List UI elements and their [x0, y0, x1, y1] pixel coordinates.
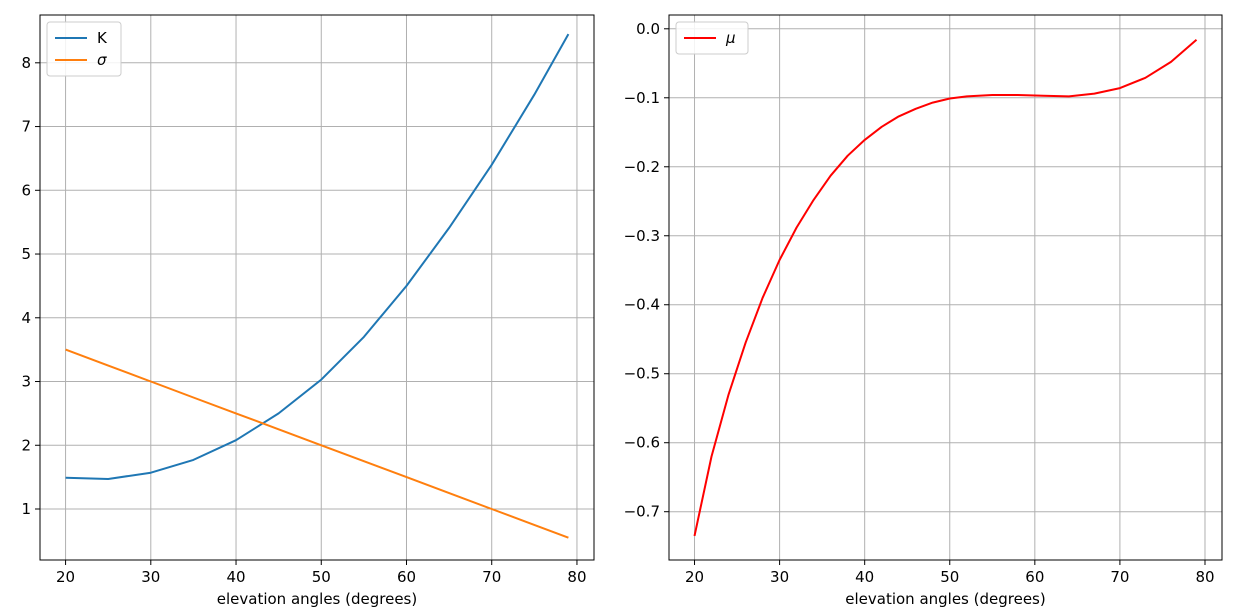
chart-panel-left: 20 30 40 50 60 70 80 1 2 3 4 5 6 7 8 elevation angles (…: [21, 14, 595, 608]
series-line-0: [693, 39, 1198, 537]
x-tick-label: 70: [482, 568, 501, 586]
series-line-1: [65, 348, 569, 539]
y-tick-label: 7: [21, 118, 31, 136]
series-lines: [65, 33, 570, 539]
legend: μ: [675, 21, 749, 55]
grid: [669, 15, 1222, 560]
y-tick-label: −0.6: [624, 434, 660, 452]
legend: Kσ: [46, 21, 122, 77]
y-tick-label: 0.0: [636, 20, 660, 38]
x-tick-label: 30: [141, 568, 160, 586]
y-tick-label: −0.1: [624, 89, 660, 107]
y-tick-label: −0.3: [624, 227, 660, 245]
x-axis-title: elevation angles (degrees): [845, 590, 1045, 608]
x-tick-label: 80: [1195, 568, 1214, 586]
plot-frame: [668, 14, 1223, 561]
y-tick-label: 4: [21, 309, 31, 327]
x-axis: 20 30 40 50 60 70 80: [685, 560, 1215, 586]
x-tick-label: 30: [770, 568, 789, 586]
x-tick-label: 40: [226, 568, 245, 586]
y-tick-label: −0.5: [624, 365, 660, 383]
x-tick-label: 60: [397, 568, 416, 586]
y-tick-label: −0.4: [624, 296, 660, 314]
x-tick-label: 20: [685, 568, 704, 586]
x-tick-label: 50: [940, 568, 959, 586]
series-lines: [693, 39, 1198, 537]
x-tick-label: 20: [56, 568, 75, 586]
y-tick-label: −0.2: [624, 158, 660, 176]
y-tick-label: 2: [21, 436, 31, 454]
grid: [40, 15, 594, 560]
x-axis: 20 30 40 50 60 70 80: [56, 560, 587, 586]
y-tick-label: −0.7: [624, 503, 660, 521]
y-tick-label: 8: [21, 54, 31, 72]
y-tick-label: 1: [21, 500, 31, 518]
x-tick-label: 40: [855, 568, 874, 586]
x-tick-label: 70: [1110, 568, 1129, 586]
legend-label: μ: [725, 29, 736, 47]
chart-panel-right: 20 30 40 50 60 70 80 0.0 −0.1 −0.2 −0.3 −0.4 −0.5 −0.…: [624, 14, 1223, 608]
y-tick-label: 6: [21, 181, 31, 199]
series-line-0: [65, 33, 570, 480]
x-tick-label: 50: [312, 568, 331, 586]
x-tick-label: 60: [1025, 568, 1044, 586]
y-axis: 1 2 3 4 5 6 7 8: [21, 54, 40, 518]
legend-box: [46, 21, 122, 77]
y-tick-label: 5: [21, 245, 31, 263]
legend-label: K: [97, 29, 108, 47]
legend-label: σ: [97, 51, 107, 69]
plot-frame: [39, 14, 595, 561]
x-tick-label: 80: [567, 568, 586, 586]
x-axis-title: elevation angles (degrees): [217, 590, 417, 608]
y-axis: 0.0 −0.1 −0.2 −0.3 −0.4 −0.5 −0.6 −0.7: [624, 20, 669, 521]
y-tick-label: 3: [21, 373, 31, 391]
